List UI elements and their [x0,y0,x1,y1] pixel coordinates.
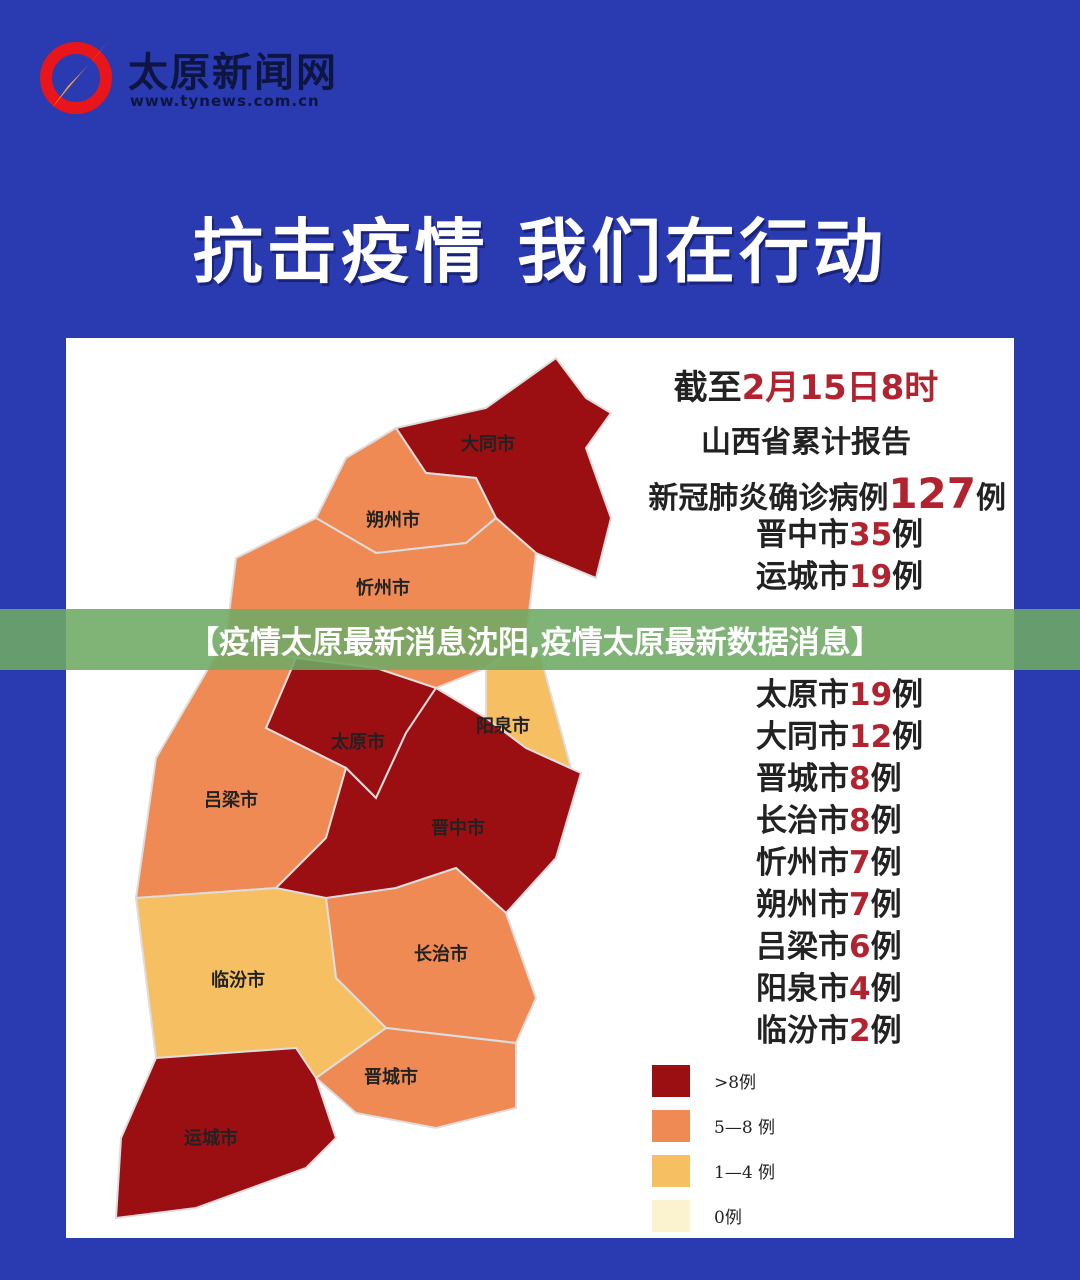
case-count: 8 [849,803,871,839]
title-banner: 【疫情太原最新消息沈阳,疫情太原最新数据消息】 [0,609,1080,670]
headline: 抗击疫情 我们在行动 [192,211,888,293]
case-row: 吕梁市6例 [756,926,923,968]
brand-name: 太原新闻网 [128,50,338,96]
unit: 例 [870,887,902,923]
legend-swatch [652,1199,690,1232]
case-row: 太原市19例 [756,674,923,716]
region-label: 太原市 [331,731,385,753]
case-count: 19 [849,559,893,595]
case-count: 12 [849,719,893,755]
region-label: 晋中市 [431,817,485,839]
case-row: 运城市19例 [756,556,923,598]
case-count: 35 [849,517,893,553]
city: 运城市 [756,559,849,595]
region-label: 阳泉市 [476,715,530,737]
case-row: 晋中市35例 [756,514,923,556]
total-cases: 127 [888,469,976,518]
legend-label: >8例 [714,1073,757,1093]
case-count: 7 [849,845,871,881]
case-count: 7 [849,887,871,923]
summary-line: 山西省累计报告 [701,425,911,460]
unit: 例 [870,803,902,839]
unit: 例 [976,481,1006,516]
logo-icon [40,40,112,114]
unit: 例 [870,845,902,881]
cases-list: 晋中市35例 运城市19例 太原市19例 大同市12例 晋城市8例 长治市8例 忻州市7例朔… [756,514,923,1052]
unit: 例 [870,1013,902,1049]
city: 大同市 [756,719,849,755]
legend-item: 5—8 例 [652,1103,775,1148]
summary-line: 新冠肺炎确诊病例 [648,481,889,516]
case-count: 2 [849,1013,871,1049]
unit: 例 [870,929,902,965]
case-count: 8 [849,761,871,797]
region-label: 临汾市 [211,969,265,991]
city: 朔州市 [756,887,849,923]
case-count: 4 [849,971,871,1007]
legend-label: 0例 [714,1208,742,1228]
city: 晋城市 [756,761,849,797]
case-row: 长治市8例 [756,800,923,842]
legend-swatch [652,1154,690,1187]
city: 晋中市 [756,517,849,553]
unit: 例 [892,677,924,713]
unit: 例 [892,719,924,755]
case-row: 晋城市8例 [756,758,923,800]
city: 长治市 [756,803,849,839]
case-row: 临汾市2例 [756,1010,923,1052]
case-count: 6 [849,929,871,965]
legend-label: 5—8 例 [714,1118,776,1138]
brand-url: www.tynews.com.cn [130,92,320,110]
case-count: 19 [849,677,893,713]
city: 忻州市 [756,845,849,881]
case-row: 大同市12例 [756,716,923,758]
infographic-panel: 大同市 朔州市 忻州市 太原市 阳泉市 吕梁市 晋中市 长治市 临汾市 晋城市 … [66,338,1014,1238]
city: 吕梁市 [756,929,849,965]
legend-item: 0例 [652,1193,775,1238]
report-date: 2月15日8时 [741,368,939,408]
case-row: 忻州市7例 [756,842,923,884]
city: 太原市 [756,677,849,713]
city: 阳泉市 [756,971,849,1007]
unit: 例 [892,517,924,553]
legend-swatch [652,1064,690,1097]
legend-item: 1—4 例 [652,1148,775,1193]
case-row: 朔州市7例 [756,884,923,926]
shanxi-map: 大同市 朔州市 忻州市 太原市 阳泉市 吕梁市 晋中市 长治市 临汾市 晋城市 … [114,356,613,1220]
unit: 例 [870,761,902,797]
region-label: 长治市 [414,943,468,965]
legend-item: >8例 [652,1058,775,1103]
summary: 截至2月15日8时 山西省累计报告 新冠肺炎确诊病例127例 [606,360,1006,518]
case-row: 阳泉市4例 [756,968,923,1010]
region-label: 忻州市 [356,577,410,599]
city: 临汾市 [756,1013,849,1049]
legend: >8例 5—8 例 1—4 例 0例 [652,1058,775,1238]
date-prefix: 截至 [673,368,742,408]
legend-label: 1—4 例 [714,1163,776,1183]
region-label: 朔州市 [366,509,420,531]
region-label: 大同市 [461,433,515,455]
region-label: 吕梁市 [204,789,258,811]
legend-swatch [652,1109,690,1142]
unit: 例 [892,559,924,595]
unit: 例 [870,971,902,1007]
region-label: 运城市 [184,1127,238,1149]
region-yuncheng [114,1046,338,1220]
region-label: 晋城市 [364,1066,418,1088]
